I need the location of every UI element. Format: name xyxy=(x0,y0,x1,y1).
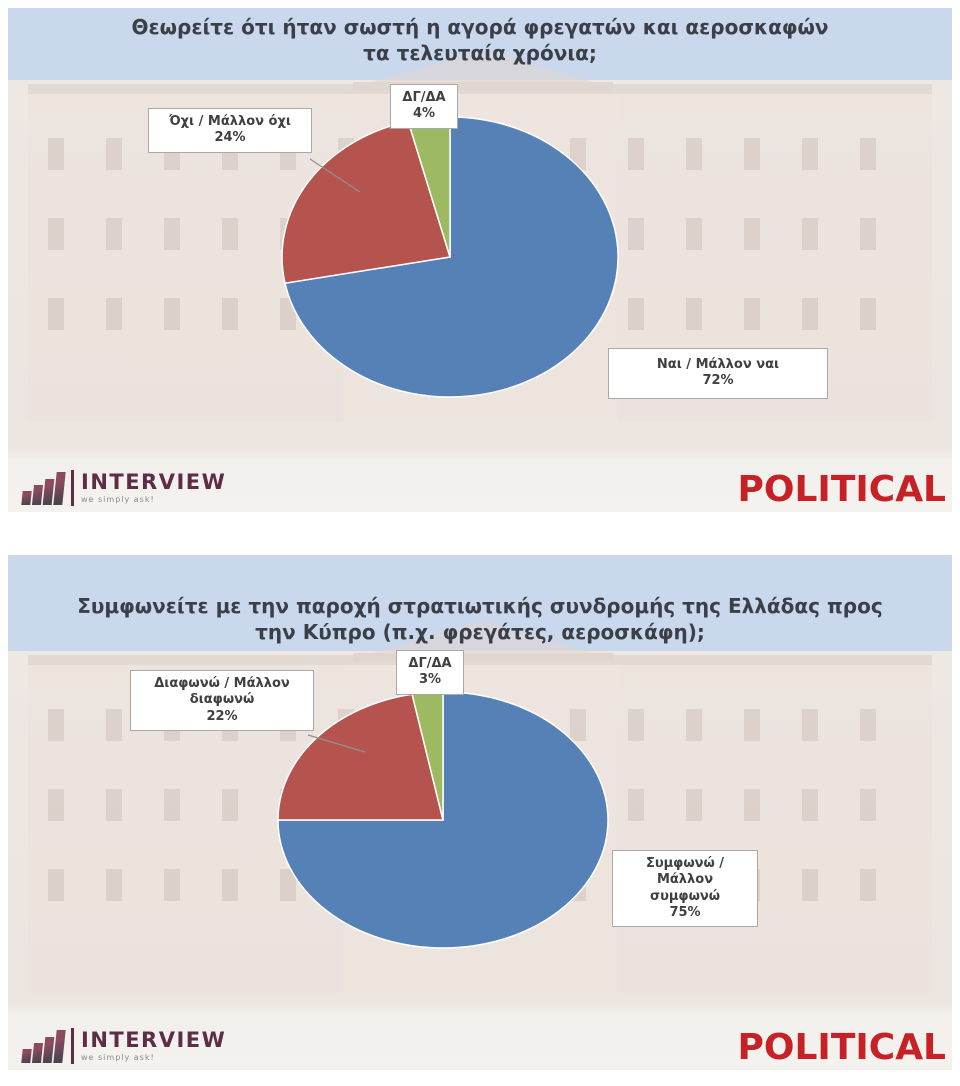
slice-percent: 72% xyxy=(702,373,734,389)
interview-logo: INTERVIEW we simply ask! xyxy=(21,1028,227,1064)
interview-logo-bars-icon xyxy=(21,471,66,505)
slice-percent: 22% xyxy=(206,708,238,724)
slice-label: ΔΓ/ΔΑ xyxy=(402,90,446,105)
pie-chart xyxy=(277,691,609,949)
pie-chart xyxy=(281,116,619,398)
slice-callout-dgda: ΔΓ/ΔΑ 4% xyxy=(390,84,458,129)
political-logo: POLITICAL xyxy=(737,1027,947,1068)
pie-slice xyxy=(277,693,444,821)
slice-percent: 3% xyxy=(418,672,442,688)
slice-percent: 75% xyxy=(669,904,701,920)
political-logo: POLITICAL xyxy=(737,469,947,510)
slice-label: Όχι / Μάλλον όχι xyxy=(169,114,291,129)
slice-label: Διαφωνώ / Μάλλον διαφωνώ xyxy=(154,676,290,708)
interview-logo-tagline: we simply ask! xyxy=(81,1053,155,1062)
poll-panel-frigates: Θεωρείτε ότι ήταν σωστή η αγορά φρεγατών… xyxy=(8,8,952,512)
chart-title: Συμφωνείτε με την παροχή στρατιωτικής συ… xyxy=(77,594,883,644)
interview-logo-text: INTERVIEW xyxy=(81,1028,227,1052)
slice-label: ΔΓ/ΔΑ xyxy=(408,656,452,671)
poll-panel-cyprus: Συμφωνείτε με την παροχή στρατιωτικής συ… xyxy=(8,555,952,1070)
pie-slice xyxy=(281,120,451,285)
slice-label: Συμφωνώ / Μάλλον συμφωνώ xyxy=(645,856,725,904)
interview-logo: INTERVIEW we simply ask! xyxy=(21,470,227,506)
slice-callout-disagree: Διαφωνώ / Μάλλον διαφωνώ 22% xyxy=(130,670,314,731)
chart-title: Θεωρείτε ότι ήταν σωστή η αγορά φρεγατών… xyxy=(131,15,829,65)
interview-logo-divider xyxy=(71,470,74,506)
slice-percent: 4% xyxy=(412,106,436,122)
slice-callout-dgda: ΔΓ/ΔΑ 3% xyxy=(396,650,464,695)
slice-label: Ναι / Μάλλον ναι xyxy=(656,357,780,372)
interview-logo-tagline: we simply ask! xyxy=(81,495,155,504)
interview-logo-text: INTERVIEW xyxy=(81,470,227,494)
callout-leader-line xyxy=(307,734,366,753)
callout-leader-line xyxy=(309,158,361,193)
interview-logo-bars-icon xyxy=(21,1029,66,1063)
pie-slice xyxy=(284,116,619,398)
slice-percent: 24% xyxy=(214,130,246,146)
slice-callout-yes: Ναι / Μάλλον ναι 72% xyxy=(608,348,828,399)
interview-logo-divider xyxy=(71,1028,74,1064)
pie-slice xyxy=(277,691,609,949)
slice-callout-agree: Συμφωνώ / Μάλλον συμφωνώ 75% xyxy=(612,850,758,927)
slice-callout-no: Όχι / Μάλλον όχι 24% xyxy=(148,108,312,153)
